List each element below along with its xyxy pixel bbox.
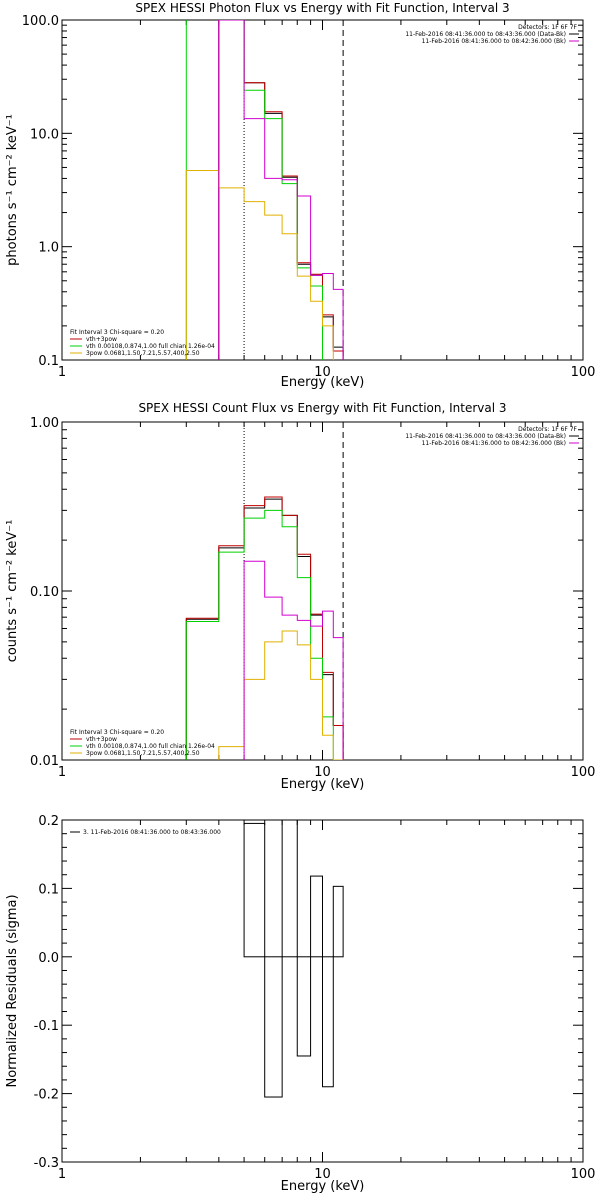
y-tick-label: 0.0 bbox=[38, 951, 59, 966]
total-series-line bbox=[218, 20, 344, 360]
residuals-panel: Energy (keV) Normalized Residuals (sigma… bbox=[5, 814, 595, 1194]
residual-bar bbox=[296, 956, 312, 1057]
thermal-series-line bbox=[185, 20, 323, 360]
data-series-line bbox=[218, 20, 344, 360]
photon-flux-ylabel: photons s⁻¹ cm⁻² keV⁻¹ bbox=[5, 114, 20, 266]
y-tick-label: 100.0 bbox=[22, 14, 59, 29]
y-tick-label: 1.0 bbox=[38, 241, 59, 256]
x-tick-label: 10 bbox=[314, 1167, 331, 1182]
background-series-line bbox=[218, 20, 344, 360]
plot-area bbox=[185, 422, 344, 760]
count-flux-title: SPEX HESSI Count Flux vs Energy with Fit… bbox=[138, 401, 506, 415]
legend-entry: 11-Feb-2016 08:41:36.000 to 08:42:36.000… bbox=[422, 440, 566, 447]
count-flux-panel: SPEX HESSI Count Flux vs Energy with Fit… bbox=[5, 401, 596, 792]
count-flux-ylabel: counts s⁻¹ cm⁻² keV⁻¹ bbox=[5, 520, 20, 663]
fit-legend-entry: vth 0.00108,0.874,1.00 full chian 1.26e-… bbox=[86, 343, 215, 350]
nonthermal-series-line bbox=[185, 170, 334, 360]
y-tick-label: 1.00 bbox=[30, 416, 59, 431]
x-tick-label: 100 bbox=[571, 365, 596, 380]
total-series-line bbox=[185, 496, 344, 760]
fit-legend-header: Fit Interval 3 Chi-square = 0.20 bbox=[70, 329, 164, 336]
fit-legend-entry: 3pow 0.0681,1.50,7.21,5.57,400,2.50 bbox=[86, 750, 200, 757]
legend-header: Detectors: 1F 6F 7F bbox=[518, 426, 577, 433]
legend-header: Detectors: 1F 6F 7F bbox=[518, 24, 577, 31]
y-tick-label: -0.1 bbox=[34, 1019, 59, 1034]
residuals-ylabel: Normalized Residuals (sigma) bbox=[5, 894, 20, 1087]
legend-entry: 11-Feb-2016 08:41:36.000 to 08:43:36.000… bbox=[405, 31, 566, 38]
photon-flux-xlabel: Energy (keV) bbox=[281, 375, 365, 390]
x-tick-label: 100 bbox=[571, 1167, 596, 1182]
residual-bar bbox=[243, 822, 266, 958]
legend-entry: 11-Feb-2016 08:41:36.000 to 08:42:36.000… bbox=[422, 38, 566, 45]
y-tick-label: 0.2 bbox=[38, 814, 59, 829]
x-tick-label: 100 bbox=[571, 765, 596, 780]
fit-legend-entry: 3pow 0.0681,1.50,7.21,5.57,400,2.50 bbox=[86, 350, 200, 357]
y-tick-label: 0.1 bbox=[38, 354, 59, 369]
fit-legend-entry: vth+3pow bbox=[86, 736, 117, 743]
data-series-line bbox=[185, 498, 344, 760]
residual-bar bbox=[264, 956, 283, 1098]
photon-flux-title: SPEX HESSI Photon Flux vs Energy with Fi… bbox=[135, 1, 509, 15]
residuals-xlabel: Energy (keV) bbox=[281, 1179, 365, 1194]
x-tick-label: 1 bbox=[58, 1167, 66, 1182]
background-series-line bbox=[243, 560, 344, 760]
y-tick-label: 0.01 bbox=[30, 754, 59, 769]
photon-flux-panel: SPEX HESSI Photon Flux vs Energy with Fi… bbox=[5, 1, 596, 390]
y-tick-label: 0.1 bbox=[38, 882, 59, 897]
fit-legend-entry: vth+3pow bbox=[86, 336, 117, 343]
residual-bar bbox=[310, 875, 323, 958]
residual-bar bbox=[322, 956, 334, 1088]
y-tick-label: 0.10 bbox=[30, 585, 59, 600]
y-tick-label: 10.0 bbox=[30, 127, 59, 142]
legend-entry: 3. 11-Feb-2016 08:41:36.000 to 08:43:36.… bbox=[83, 829, 221, 836]
x-tick-label: 10 bbox=[314, 365, 331, 380]
x-tick-label: 1 bbox=[58, 765, 66, 780]
residual-bar bbox=[281, 820, 298, 958]
count-flux-xlabel: Energy (keV) bbox=[281, 777, 365, 792]
thermal-series-line bbox=[185, 509, 334, 760]
fit-legend-header: Fit Interval 3 Chi-square = 0.20 bbox=[70, 729, 164, 736]
y-tick-label: -0.2 bbox=[34, 1088, 59, 1103]
fit-legend-entry: vth 0.00108,0.874,1.00 full chian 1.26e-… bbox=[86, 743, 215, 750]
plot-area bbox=[185, 20, 344, 360]
nonthermal-series-line bbox=[218, 630, 344, 760]
residual-bar bbox=[332, 885, 344, 958]
legend-entry: 11-Feb-2016 08:41:36.000 to 08:43:36.000… bbox=[405, 433, 566, 440]
y-tick-label: -0.3 bbox=[34, 1156, 59, 1171]
x-tick-label: 1 bbox=[58, 365, 66, 380]
plot-area bbox=[243, 820, 344, 1098]
x-tick-label: 10 bbox=[314, 765, 331, 780]
